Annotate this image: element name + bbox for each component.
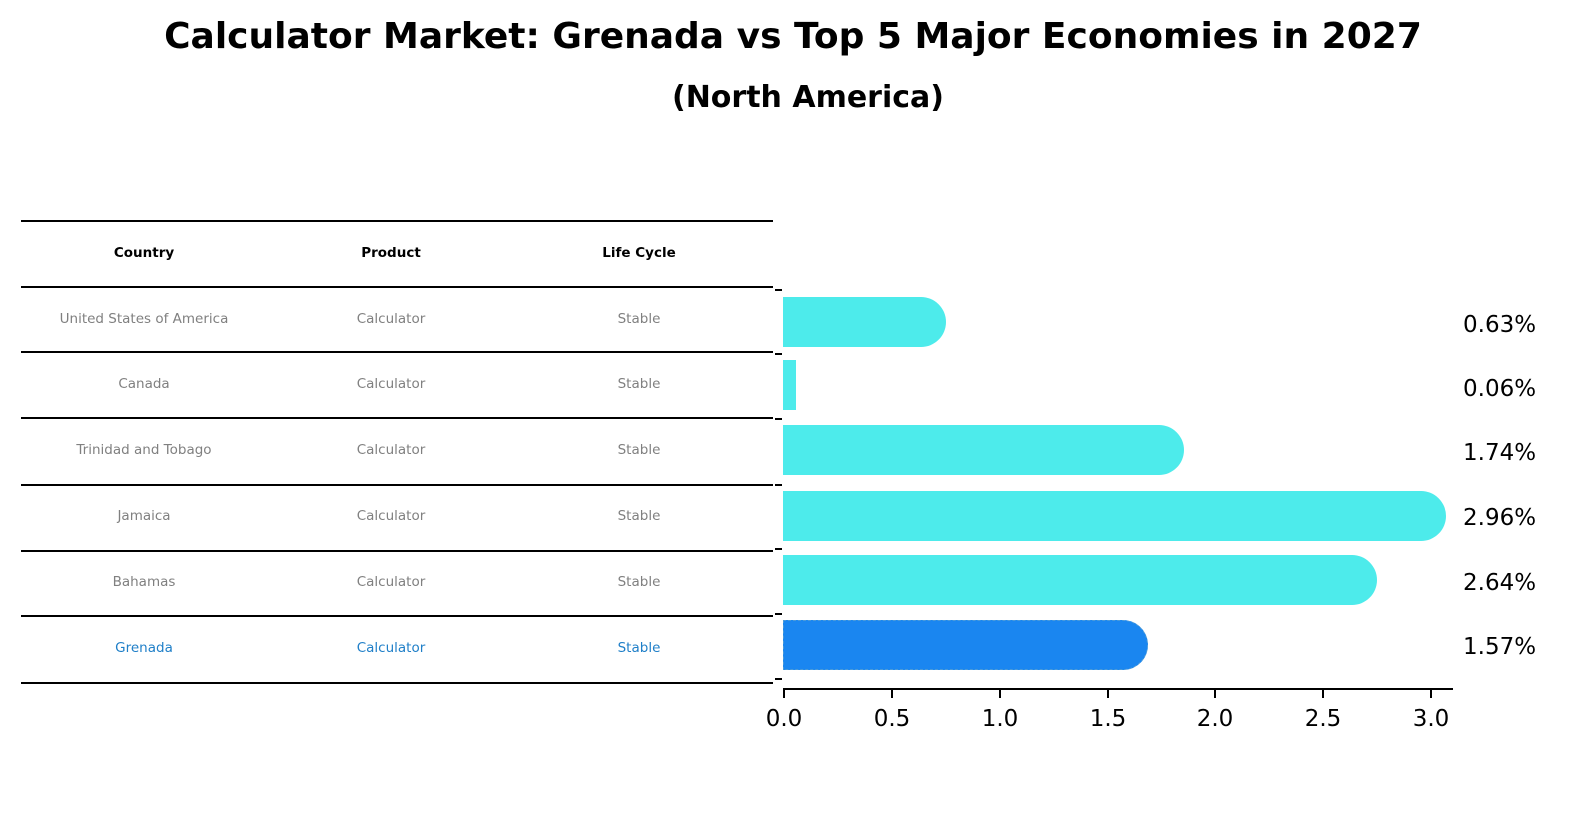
column-header-product: Product (361, 245, 421, 261)
value-label: 0.63% (1463, 312, 1537, 338)
bar-jamaica (783, 491, 1446, 541)
cell-life-cycle: Stable (617, 442, 661, 458)
column-header-life-cycle: Life Cycle (602, 245, 676, 261)
cell-life-cycle: Stable (617, 311, 661, 327)
bar-grenada (783, 620, 1148, 670)
bar-trinidad-and-tobago (783, 425, 1184, 475)
x-axis-line (783, 688, 1453, 690)
value-label: 2.64% (1463, 570, 1537, 596)
cell-product: Calculator (356, 376, 426, 392)
chart-subtitle: (North America) (671, 80, 944, 115)
column-header-country: Country (113, 245, 175, 261)
cell-product: Calculator (356, 311, 426, 327)
x-tick (891, 689, 893, 698)
cell-product: Calculator (356, 508, 426, 524)
y-tick (775, 289, 782, 291)
value-label: 0.06% (1463, 376, 1537, 402)
y-tick (775, 548, 782, 550)
table-rule (21, 417, 773, 419)
cell-life-cycle: Stable (617, 508, 661, 524)
cell-product: Calculator (356, 442, 426, 458)
cell-product: Calculator (356, 574, 426, 590)
cell-life-cycle: Stable (617, 640, 661, 656)
bar-united-states-of-america (783, 297, 946, 347)
cell-country: Canada (118, 376, 170, 392)
x-tick (999, 689, 1001, 698)
x-tick-label: 0.0 (765, 706, 803, 732)
table-rule (21, 484, 773, 486)
x-tick (1107, 689, 1109, 698)
table-rule (21, 220, 773, 222)
x-tick (783, 689, 785, 698)
cell-product: Calculator (356, 640, 426, 656)
cell-country: Bahamas (112, 574, 176, 590)
x-tick-label: 3.0 (1412, 706, 1450, 732)
x-tick-label: 2.5 (1304, 706, 1342, 732)
cell-country: Grenada (115, 640, 173, 656)
value-label: 1.74% (1463, 440, 1537, 466)
table-rule (21, 351, 773, 353)
table-rule (21, 615, 773, 617)
table-rule (21, 682, 773, 684)
x-tick-label: 0.5 (873, 706, 911, 732)
cell-life-cycle: Stable (617, 376, 661, 392)
cell-country: Trinidad and Tobago (76, 442, 212, 458)
value-label: 2.96% (1463, 505, 1537, 531)
cell-country: United States of America (59, 311, 229, 327)
y-tick (775, 678, 782, 680)
x-tick (1322, 689, 1324, 698)
table-rule (21, 286, 773, 288)
x-tick (1214, 689, 1216, 698)
cell-life-cycle: Stable (617, 574, 661, 590)
cell-country: Jamaica (117, 508, 171, 524)
value-label: 1.57% (1463, 634, 1537, 660)
y-tick (775, 613, 782, 615)
bar-canada (783, 360, 796, 410)
x-tick-label: 1.0 (981, 706, 1019, 732)
x-tick-label: 2.0 (1196, 706, 1234, 732)
y-tick (775, 353, 782, 355)
bar-bahamas (783, 555, 1377, 605)
x-tick (1430, 689, 1432, 698)
x-tick-label: 1.5 (1089, 706, 1127, 732)
chart-title: Calculator Market: Grenada vs Top 5 Majo… (164, 16, 1422, 57)
y-tick (775, 418, 782, 420)
y-tick (775, 484, 782, 486)
table-rule (21, 550, 773, 552)
